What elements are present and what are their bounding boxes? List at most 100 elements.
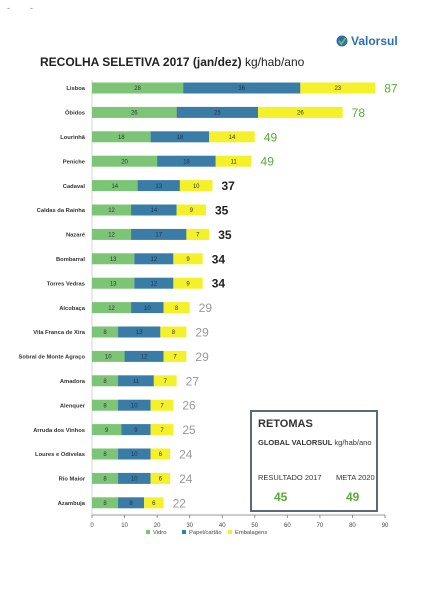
data-label-embalagens-arruda-dos-vinhos: 7 — [160, 428, 164, 434]
data-label-vidro-vila-franca-de-xira: 8 — [103, 330, 107, 336]
bar-papel-cartao-vila-franca-de-xira — [118, 326, 161, 338]
data-label-embalagens-nazare: 7 — [196, 233, 200, 239]
data-label-papel-cartao-loures-e-odivelas: 10 — [131, 452, 138, 458]
bar-papel-cartao-sobral-de-monte-agraco — [124, 350, 164, 362]
data-label-vidro-lourinha: 18 — [118, 135, 125, 141]
total-label-sobral-de-monte-agraco: 29 — [195, 350, 209, 364]
bar-papel-cartao-arruda-dos-vinhos — [121, 424, 151, 436]
data-label-vidro-azambuja: 8 — [103, 501, 107, 507]
bar-papel-cartao-caldas-da-rainha — [131, 204, 177, 216]
category-label-vila-franca-de-xira: Vila Franca de Xira — [33, 330, 86, 336]
category-label-amadora: Amadora — [60, 379, 86, 385]
bar-papel-cartao-obidos — [176, 106, 259, 118]
bar-papel-cartao-nazare — [131, 228, 187, 240]
data-label-vidro-amadora: 8 — [103, 379, 107, 385]
category-label-lourinha: Lourinhã — [60, 135, 86, 141]
bar-papel-cartao-rio-maior — [118, 472, 151, 484]
total-label-lisboa: 87 — [384, 82, 398, 96]
category-label-sobral-de-monte-agraco: Sobral de Monte Agraço — [19, 355, 86, 361]
bar-papel-cartao-lisboa — [183, 82, 301, 94]
total-label-rio-maior: 24 — [179, 472, 193, 486]
total-label-vila-franca-de-xira: 29 — [195, 326, 209, 340]
data-label-vidro-nazare: 12 — [108, 233, 115, 239]
retomas-subtitle: GLOBAL VALORSUL kg/hab/ano — [258, 438, 372, 447]
scan-mark-left: - — [7, 3, 10, 13]
total-label-obidos: 78 — [352, 106, 366, 120]
bar-vidro-cadaval — [92, 180, 138, 192]
bar-vidro-loures-e-odivelas — [92, 448, 119, 460]
bar-embalagens-alcobaca — [163, 302, 190, 314]
data-label-papel-cartao-sobral-de-monte-agraco: 12 — [141, 355, 148, 361]
x-tick-label: 20 — [154, 523, 161, 529]
total-label-lourinha: 49 — [264, 130, 278, 144]
data-label-embalagens-lourinha: 14 — [229, 135, 236, 141]
data-label-papel-cartao-bombarral: 12 — [151, 257, 158, 263]
logo-text: Valorsul — [351, 34, 398, 48]
data-label-papel-cartao-lisboa: 36 — [238, 86, 245, 92]
bar-papel-cartao-alenquer — [118, 399, 151, 411]
data-label-papel-cartao-alcobaca: 10 — [144, 306, 151, 312]
bar-vidro-nazare — [92, 228, 132, 240]
data-label-embalagens-loures-e-odivelas: 6 — [159, 452, 163, 458]
data-label-embalagens-alcobaca: 8 — [175, 306, 179, 312]
data-label-embalagens-azambuja: 6 — [152, 501, 156, 507]
legend-label-vidro: Vidro — [153, 530, 166, 536]
category-label-alcobaca: Alcobaça — [59, 306, 86, 312]
bar-embalagens-arruda-dos-vinhos — [150, 424, 174, 436]
data-label-papel-cartao-alenquer: 10 — [131, 403, 138, 409]
bar-vidro-vila-franca-de-xira — [92, 326, 119, 338]
legend-swatch-embalagens — [228, 530, 232, 534]
data-label-papel-cartao-lourinha: 18 — [177, 135, 184, 141]
bar-embalagens-torres-vedras — [173, 277, 203, 289]
category-label-caldas-da-rainha: Caldas da Rainha — [37, 208, 86, 214]
bar-vidro-obidos — [92, 106, 177, 118]
total-label-cadaval: 37 — [221, 179, 235, 193]
bar-papel-cartao-peniche — [157, 155, 216, 167]
bar-embalagens-obidos — [258, 106, 343, 118]
x-tick-label: 90 — [382, 523, 389, 529]
resultado-value: 45 — [274, 490, 288, 504]
category-label-azambuja: Azambuja — [58, 501, 86, 507]
bar-papel-cartao-loures-e-odivelas — [118, 448, 151, 460]
bar-papel-cartao-amadora — [118, 375, 154, 387]
data-label-vidro-peniche: 20 — [121, 159, 128, 165]
bar-embalagens-azambuja — [144, 497, 164, 509]
category-label-peniche: Peniche — [63, 159, 86, 165]
x-tick-label: 10 — [121, 523, 128, 529]
chart-title: RECOLHA SELETIVA 2017 (jan/dez) kg/hab/a… — [40, 55, 304, 69]
total-label-loures-e-odivelas: 24 — [179, 448, 193, 462]
data-label-papel-cartao-nazare: 17 — [155, 233, 162, 239]
data-label-vidro-bombarral: 13 — [110, 257, 117, 263]
category-label-nazare: Nazaré — [66, 233, 86, 239]
data-label-embalagens-torres-vedras: 9 — [186, 281, 190, 287]
category-label-loures-e-odivelas: Loures e Odivelas — [35, 452, 85, 458]
bar-embalagens-nazare — [186, 228, 210, 240]
retomas-subtitle-bold: GLOBAL VALORSUL — [258, 438, 333, 447]
data-label-embalagens-vila-franca-de-xira: 8 — [172, 330, 176, 336]
retomas-subtitle-unit: kg/hab/ano — [334, 438, 372, 447]
scan-mark-right: - — [30, 3, 33, 13]
bar-papel-cartao-bombarral — [134, 253, 174, 265]
bar-embalagens-peniche — [215, 155, 252, 167]
data-label-vidro-sobral-de-monte-agraco: 10 — [105, 355, 112, 361]
x-tick-label: 60 — [284, 523, 291, 529]
data-label-vidro-obidos: 26 — [131, 111, 138, 117]
bar-papel-cartao-lourinha — [150, 131, 210, 143]
retomas-box: RETOMAS GLOBAL VALORSUL kg/hab/ano RESUL… — [250, 410, 378, 512]
x-tick-label: 0 — [90, 523, 94, 529]
total-label-alenquer: 26 — [182, 399, 196, 413]
data-label-embalagens-amadora: 7 — [164, 379, 168, 385]
legend-swatch-papel-cartao — [182, 530, 186, 534]
bar-embalagens-bombarral — [173, 253, 203, 265]
bar-vidro-rio-maior — [92, 472, 119, 484]
bar-embalagens-vila-franca-de-xira — [160, 326, 187, 338]
total-label-torres-vedras: 34 — [212, 277, 226, 291]
bar-papel-cartao-cadaval — [137, 180, 180, 192]
data-label-embalagens-peniche: 11 — [230, 159, 237, 165]
data-label-embalagens-caldas-da-rainha: 9 — [190, 208, 194, 214]
legend-label-embalagens: Embalagens — [235, 530, 267, 536]
bar-vidro-bombarral — [92, 253, 135, 265]
data-label-embalagens-rio-maior: 6 — [159, 477, 163, 483]
bar-embalagens-cadaval — [179, 180, 213, 192]
data-label-vidro-arruda-dos-vinhos: 9 — [105, 428, 109, 434]
